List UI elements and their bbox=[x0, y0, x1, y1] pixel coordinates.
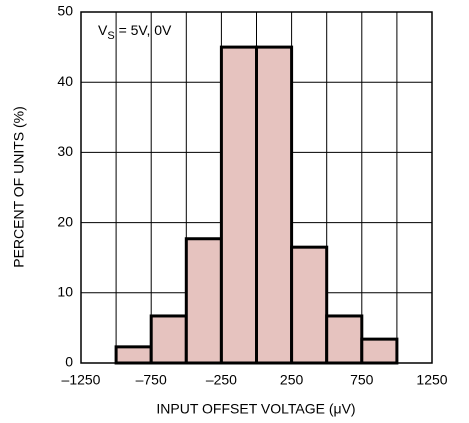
annotation-main: V bbox=[98, 22, 108, 38]
y-tick-label: 20 bbox=[57, 213, 73, 229]
y-axis-title: PERCENT OF UNITS (%) bbox=[11, 106, 27, 268]
x-tick-label: –750 bbox=[136, 372, 167, 388]
y-tick-label: 30 bbox=[57, 143, 73, 159]
bar bbox=[114, 345, 153, 365]
bar bbox=[290, 245, 329, 365]
x-tick-label: 750 bbox=[350, 372, 374, 388]
y-tick-label: 40 bbox=[57, 73, 73, 89]
y-tick-label: 50 bbox=[57, 3, 73, 19]
plot-area: 0 10 20 30 40 50 –1250 –750 –250 250 750 1250 bbox=[57, 3, 447, 388]
x-tick-label: 1250 bbox=[416, 372, 447, 388]
x-tick-label: 250 bbox=[280, 372, 304, 388]
annotation-rest: = 5V, 0V bbox=[115, 22, 172, 38]
y-tick-label: 0 bbox=[65, 354, 73, 370]
y-tick-label: 10 bbox=[57, 284, 73, 300]
bar bbox=[360, 337, 399, 365]
bars bbox=[114, 45, 399, 365]
bar bbox=[149, 314, 188, 365]
bar bbox=[219, 45, 258, 365]
x-axis-title: INPUT OFFSET VOLTAGE (μV) bbox=[156, 401, 355, 417]
plot-frame bbox=[80, 11, 433, 364]
annotation: VS = 5V, 0V bbox=[98, 22, 172, 42]
bar bbox=[325, 314, 364, 365]
x-tick-label: –1250 bbox=[62, 372, 101, 388]
x-tick-label: –250 bbox=[206, 372, 237, 388]
annotation-sub: S bbox=[107, 30, 114, 42]
bar bbox=[255, 45, 294, 365]
bar bbox=[184, 237, 223, 365]
